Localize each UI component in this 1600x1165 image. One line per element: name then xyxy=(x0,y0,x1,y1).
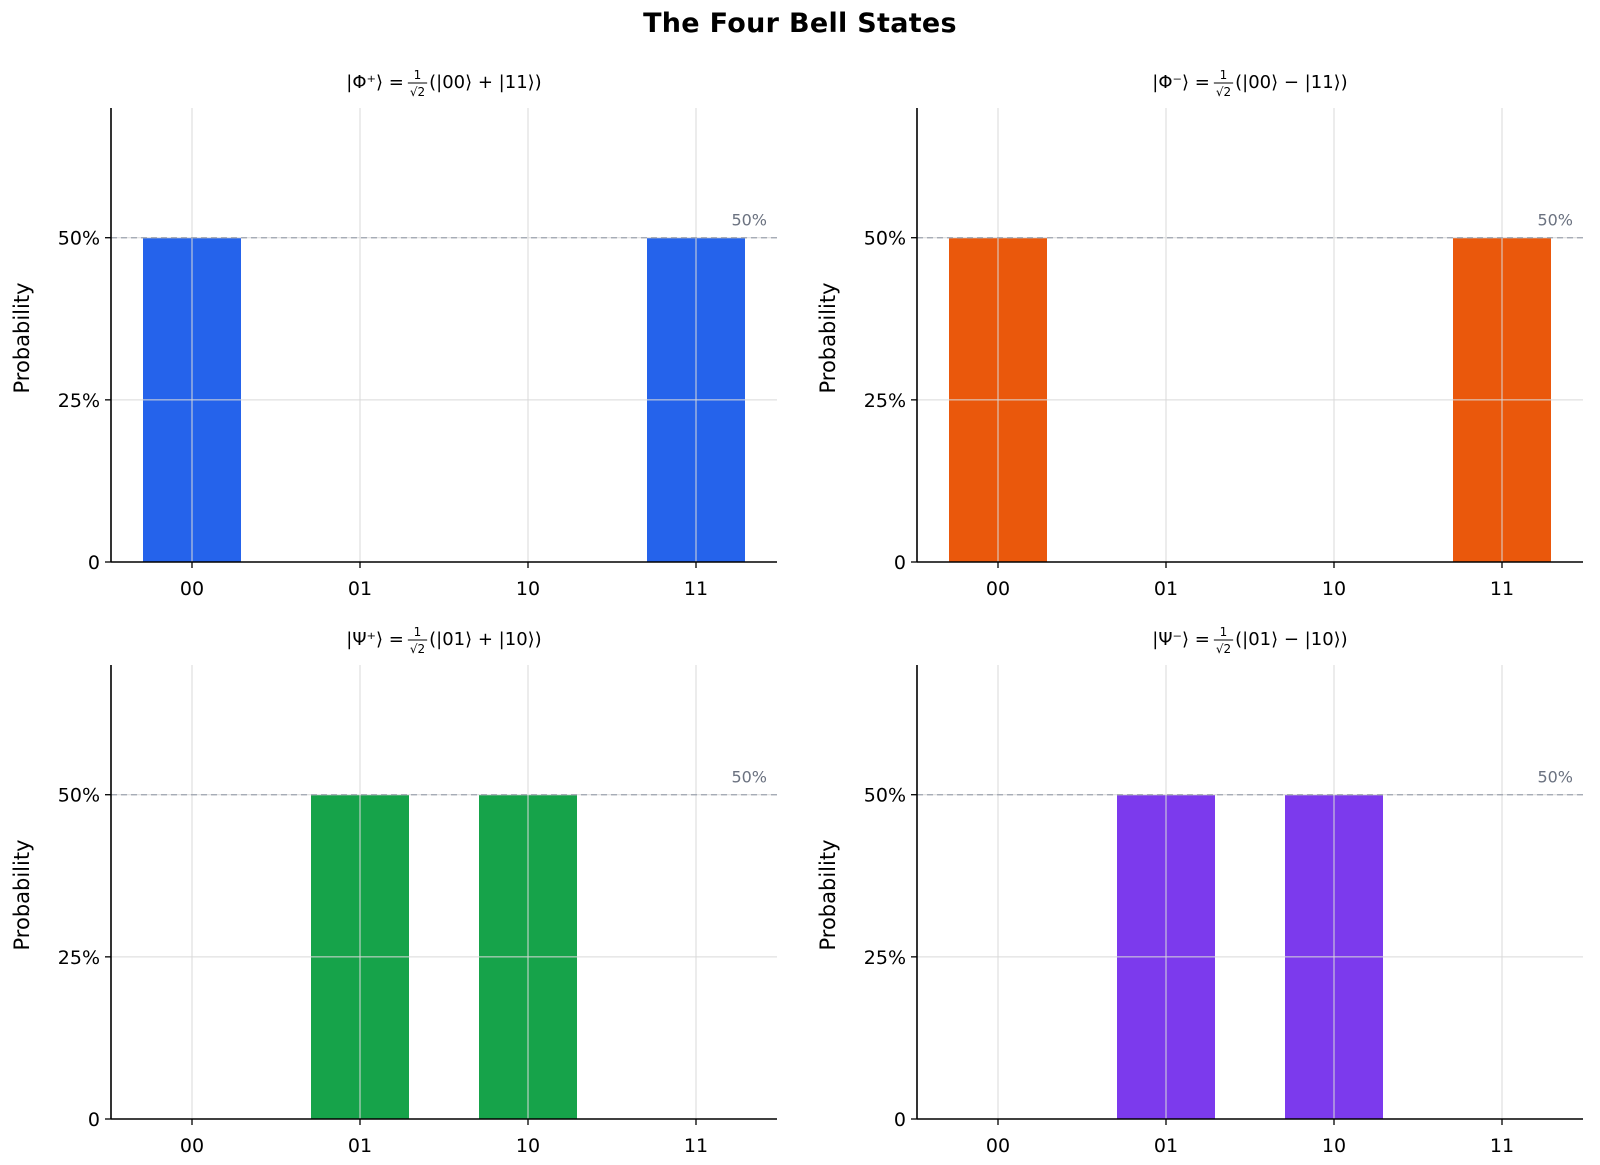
x-tick-label: 10 xyxy=(516,1135,540,1157)
panel-title: |Ψ⁺⟩ = 1 √2 (|01⟩ + |10⟩) xyxy=(346,625,541,656)
y-tick-label: 0 xyxy=(894,1109,906,1131)
x-tick-label: 10 xyxy=(516,578,540,600)
panel-title-frac-den: √2 xyxy=(410,85,425,99)
x-tick-label: 11 xyxy=(684,578,708,600)
x-tick-label: 01 xyxy=(348,578,372,600)
panel-title-prefix: |Φ⁻⟩ = xyxy=(1152,72,1210,93)
y-axis-label: Probability xyxy=(816,839,840,950)
panel-title-frac-den: √2 xyxy=(410,642,425,656)
y-tick-label: 25% xyxy=(864,947,906,969)
panel-title-suffix: (|00⟩ − |11⟩) xyxy=(1235,72,1348,93)
panel-title-prefix: |Ψ⁺⟩ = xyxy=(346,629,404,650)
y-tick-label: 25% xyxy=(58,947,100,969)
y-tick-label: 0 xyxy=(894,552,906,574)
x-tick-label: 01 xyxy=(1154,1135,1178,1157)
panel-title-frac-num: 1 xyxy=(1220,68,1228,82)
reference-line-label: 50% xyxy=(1537,211,1573,230)
y-tick-label: 25% xyxy=(58,390,100,412)
panel-title: |Φ⁻⟩ = 1 √2 (|00⟩ − |11⟩) xyxy=(1152,68,1347,99)
y-tick-label: 0 xyxy=(88,552,100,574)
x-tick-label: 10 xyxy=(1322,1135,1346,1157)
panel-title-frac-num: 1 xyxy=(414,68,422,82)
x-tick-label: 11 xyxy=(1490,578,1514,600)
x-tick-label: 00 xyxy=(180,578,204,600)
y-axis-label: Probability xyxy=(10,839,34,950)
panel-title-frac-den: √2 xyxy=(1216,85,1231,99)
panel-title-prefix: |Ψ⁻⟩ = xyxy=(1152,629,1210,650)
x-tick-label: 10 xyxy=(1322,578,1346,600)
panel-title-frac-num: 1 xyxy=(1220,625,1228,639)
x-tick-label: 00 xyxy=(986,578,1010,600)
y-tick-label: 25% xyxy=(864,390,906,412)
x-tick-label: 01 xyxy=(348,1135,372,1157)
y-axis-label: Probability xyxy=(816,282,840,393)
panel-title: |Φ⁺⟩ = 1 √2 (|00⟩ + |11⟩) xyxy=(346,68,541,99)
panel-title-frac-den: √2 xyxy=(1216,642,1231,656)
reference-line-label: 50% xyxy=(731,768,767,787)
y-tick-label: 50% xyxy=(58,228,100,250)
y-axis-label: Probability xyxy=(10,282,34,393)
panel-title: |Ψ⁻⟩ = 1 √2 (|01⟩ − |10⟩) xyxy=(1152,625,1347,656)
panel-title-suffix: (|00⟩ + |11⟩) xyxy=(429,72,542,93)
panel-title-suffix: (|01⟩ + |10⟩) xyxy=(429,629,542,650)
x-tick-label: 11 xyxy=(684,1135,708,1157)
x-tick-label: 01 xyxy=(1154,578,1178,600)
figure-title: The Four Bell States xyxy=(643,8,957,39)
panel-title-suffix: (|01⟩ − |10⟩) xyxy=(1235,629,1348,650)
panel-title-prefix: |Φ⁺⟩ = xyxy=(346,72,404,93)
y-tick-label: 0 xyxy=(88,1109,100,1131)
x-tick-label: 00 xyxy=(180,1135,204,1157)
x-tick-label: 11 xyxy=(1490,1135,1514,1157)
panel-title-frac-num: 1 xyxy=(414,625,422,639)
y-tick-label: 50% xyxy=(864,228,906,250)
reference-line-label: 50% xyxy=(1537,768,1573,787)
y-tick-label: 50% xyxy=(864,785,906,807)
x-tick-label: 00 xyxy=(986,1135,1010,1157)
reference-line-label: 50% xyxy=(731,211,767,230)
y-tick-label: 50% xyxy=(58,785,100,807)
